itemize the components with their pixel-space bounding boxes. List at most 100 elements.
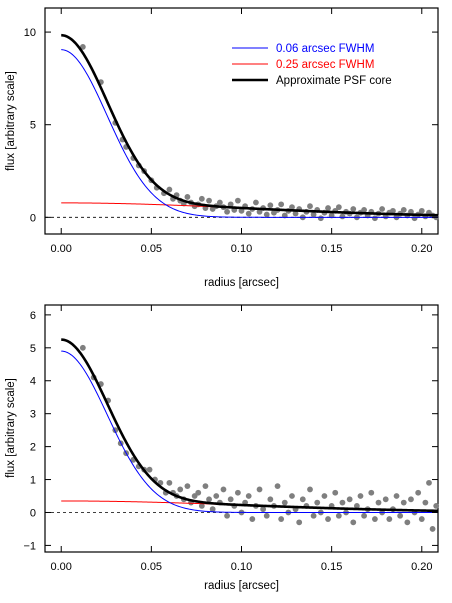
data-point	[281, 499, 288, 506]
data-point	[314, 499, 321, 506]
y-tick-label: 1	[30, 475, 36, 487]
data-point	[263, 512, 270, 519]
x-tick-label: 0.15	[321, 561, 342, 573]
data-point	[245, 493, 252, 499]
y-axis-label: flux [arbitrary scale]	[5, 378, 17, 478]
x-tick-label: 0.00	[51, 561, 72, 573]
data-point	[418, 516, 425, 522]
x-tick-label: 0.05	[141, 561, 162, 573]
data-point	[224, 512, 230, 519]
legend-label-psf: Approximate PSF core	[276, 75, 392, 87]
y-tick-label: 5	[30, 343, 36, 355]
scatter-series	[79, 344, 440, 532]
data-point	[177, 486, 184, 493]
data-point	[267, 496, 274, 503]
data-point	[350, 519, 357, 526]
data-point	[361, 512, 367, 519]
data-point	[307, 203, 313, 210]
data-point	[350, 206, 357, 212]
data-point	[274, 483, 281, 490]
data-point	[368, 489, 375, 496]
data-point	[386, 516, 393, 522]
x-tick-label: 0.15	[321, 243, 342, 255]
data-point	[400, 207, 407, 213]
data-point	[307, 486, 313, 493]
data-point	[224, 208, 230, 215]
y-axis-label: flux [arbitrary scale]	[5, 71, 17, 171]
data-point	[335, 204, 342, 211]
x-tick-label: 0.20	[411, 243, 432, 255]
data-point	[325, 516, 331, 522]
data-point	[146, 466, 153, 473]
data-point	[79, 44, 86, 50]
data-point	[317, 215, 324, 222]
y-tick-label: 4	[30, 376, 36, 388]
x-tick-label: 0.10	[231, 243, 252, 255]
data-point	[310, 211, 317, 218]
data-point	[278, 201, 285, 208]
data-point	[372, 516, 378, 522]
data-point	[234, 197, 241, 204]
scatter-series	[79, 44, 440, 222]
data-point	[206, 496, 212, 503]
data-point	[227, 201, 234, 208]
y-tick-label: 10	[24, 27, 36, 39]
data-point	[79, 344, 86, 351]
x-tick-label: 0.10	[231, 561, 252, 573]
data-point	[195, 489, 202, 496]
plot-frame	[44, 7, 439, 235]
data-point	[202, 483, 209, 490]
chart-bottom: 0.00 0.05 0.10 0.15 0.20 −1 0 1 2 3 4 5 6 radius [a…	[5, 304, 440, 592]
data-point	[166, 186, 173, 193]
data-point	[209, 506, 216, 513]
data-point	[400, 499, 407, 506]
data-point	[426, 479, 432, 486]
x-axis-ticks: 0.00 0.05 0.10 0.15 0.20	[51, 305, 432, 573]
legend-label-narrow: 0.06 arcsec FWHM	[276, 43, 374, 55]
x-axis-label: radius [arcsec]	[204, 580, 279, 592]
y-tick-label: 0	[30, 507, 36, 519]
data-point	[411, 215, 418, 222]
data-point	[339, 499, 346, 506]
chart-top: 0.00 0.05 0.10 0.15 0.20 0 5 10 radius [arcsec…	[5, 7, 440, 289]
y-tick-label: 5	[30, 120, 36, 132]
y-tick-label: 0	[30, 212, 36, 224]
legend-label-wide: 0.25 arcsec FWHM	[276, 59, 374, 71]
data-point	[206, 197, 212, 204]
data-point	[166, 479, 173, 486]
data-point	[361, 207, 367, 213]
data-point	[429, 526, 436, 532]
x-tick-label: 0.00	[51, 243, 72, 255]
data-point	[397, 512, 404, 519]
data-point	[238, 207, 245, 214]
data-point	[227, 496, 234, 503]
y-tick-label: 6	[30, 310, 36, 322]
data-point	[325, 205, 331, 211]
psf-core-curve	[61, 338, 439, 513]
data-point	[289, 204, 295, 211]
narrow-gaussian-curve	[61, 49, 438, 218]
data-point	[408, 496, 414, 503]
data-point	[198, 195, 205, 202]
x-tick-label: 0.20	[411, 561, 432, 573]
data-point	[263, 211, 270, 218]
data-point	[292, 210, 299, 217]
data-point	[198, 502, 205, 509]
data-point	[249, 516, 256, 522]
data-point	[310, 512, 317, 519]
data-point	[375, 499, 382, 506]
y-tick-label: 2	[30, 442, 36, 454]
data-point	[184, 483, 191, 490]
data-point	[299, 496, 306, 503]
data-point	[408, 208, 414, 215]
data-point	[296, 519, 303, 526]
psf-core-curve	[61, 33, 439, 217]
data-point	[260, 506, 267, 513]
data-point	[253, 199, 259, 206]
data-point	[267, 202, 274, 209]
data-point	[184, 194, 191, 200]
x-axis-ticks: 0.00 0.05 0.10 0.15 0.20	[51, 8, 432, 255]
data-point	[245, 210, 252, 217]
data-point	[379, 206, 386, 212]
